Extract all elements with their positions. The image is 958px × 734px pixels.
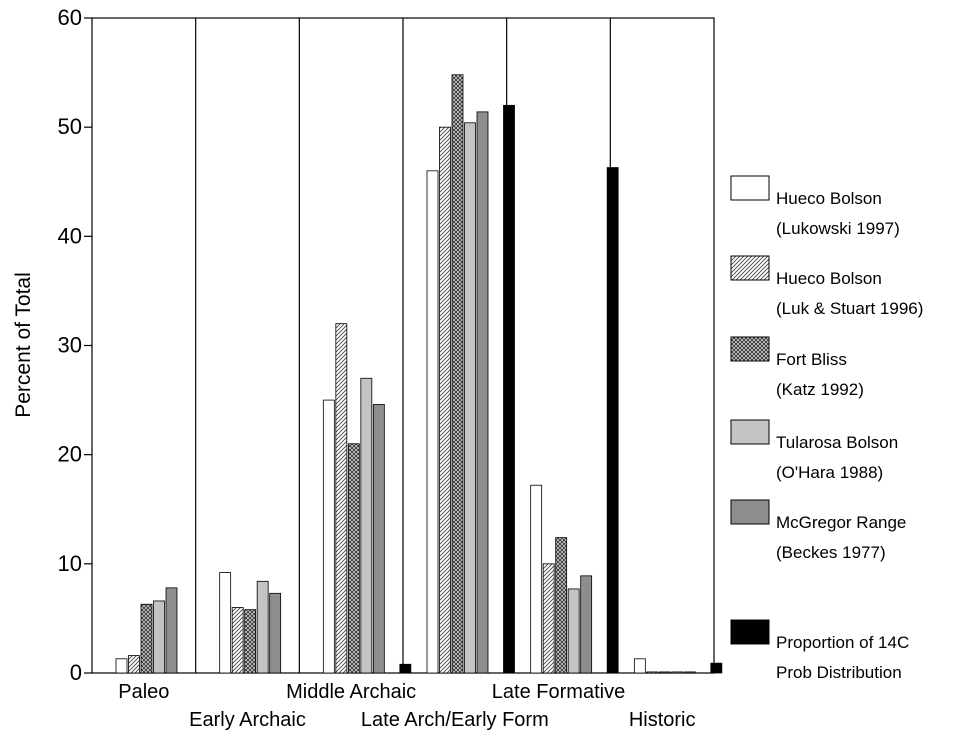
bar (116, 659, 127, 673)
bar (245, 610, 256, 673)
bar (129, 656, 140, 673)
y-tick-label: 50 (58, 114, 82, 139)
bar (348, 444, 359, 673)
plot-area (92, 18, 714, 673)
legend-label: Tularosa Bolson (776, 433, 898, 452)
bar (634, 659, 645, 673)
bar (543, 564, 554, 673)
legend-label: Fort Bliss (776, 350, 847, 369)
legend-swatch (731, 176, 769, 200)
legend-label-2: Prob Distribution (776, 663, 902, 682)
bar (531, 485, 542, 673)
legend-swatch (731, 420, 769, 444)
bar (427, 171, 438, 673)
y-tick-label: 10 (58, 551, 82, 576)
bar (323, 400, 334, 673)
bar (659, 672, 670, 673)
legend-swatch (731, 337, 769, 361)
y-axis-label: Percent of Total (12, 272, 35, 418)
bar (568, 589, 579, 673)
bar (336, 324, 347, 673)
bar (556, 538, 567, 673)
bar (581, 576, 592, 673)
x-axis-labels: Paleo Early Archaic Middle Archaic Late Arc… (118, 681, 695, 731)
x-tick-label: Early Archaic (189, 709, 306, 731)
x-tick-label: Middle Archaic (286, 681, 416, 703)
legend-label: McGregor Range (776, 513, 906, 532)
bar (607, 168, 618, 673)
y-tick-label: 0 (70, 660, 82, 685)
legend-swatch (731, 620, 769, 644)
legend-label-2: (O'Hara 1988) (776, 463, 883, 482)
y-axis: 0 10 20 30 40 50 60 (58, 5, 92, 685)
bar (672, 672, 683, 673)
bar (477, 112, 488, 673)
bar (504, 105, 515, 673)
y-tick-label: 20 (58, 442, 82, 467)
legend-swatch (731, 500, 769, 524)
bar (232, 608, 243, 674)
bar (452, 75, 463, 673)
bar (647, 672, 658, 673)
legend-label: Hueco Bolson (776, 189, 882, 208)
y-tick-label: 30 (58, 333, 82, 358)
legend-swatch (731, 256, 769, 280)
legend: Hueco Bolson (Lukowski 1997) Hueco Bolson (… (731, 176, 923, 682)
bar (154, 601, 165, 673)
bar (141, 604, 152, 673)
x-tick-label: Late Arch/Early Form (361, 709, 549, 731)
y-tick-label: 60 (58, 5, 82, 30)
bar (373, 404, 384, 673)
bars-group (116, 75, 722, 673)
legend-label: Hueco Bolson (776, 269, 882, 288)
bar (465, 123, 476, 673)
bar (400, 664, 411, 673)
bar (220, 573, 231, 673)
legend-label-2: (Luk & Stuart 1996) (776, 299, 923, 318)
bar (270, 593, 281, 673)
bar (440, 127, 451, 673)
y-tick-label: 40 (58, 223, 82, 248)
bar (257, 581, 268, 673)
legend-label-2: (Katz 1992) (776, 380, 864, 399)
legend-label-2: (Beckes 1977) (776, 543, 886, 562)
x-tick-label: Late Formative (492, 681, 625, 703)
bar (711, 663, 722, 673)
x-tick-label: Paleo (118, 681, 169, 703)
legend-label-2: (Lukowski 1997) (776, 219, 900, 238)
bar (361, 378, 372, 673)
bar (684, 672, 695, 673)
legend-label: Proportion of 14C (776, 633, 909, 652)
x-tick-label: Historic (629, 709, 696, 731)
bar (166, 588, 177, 673)
